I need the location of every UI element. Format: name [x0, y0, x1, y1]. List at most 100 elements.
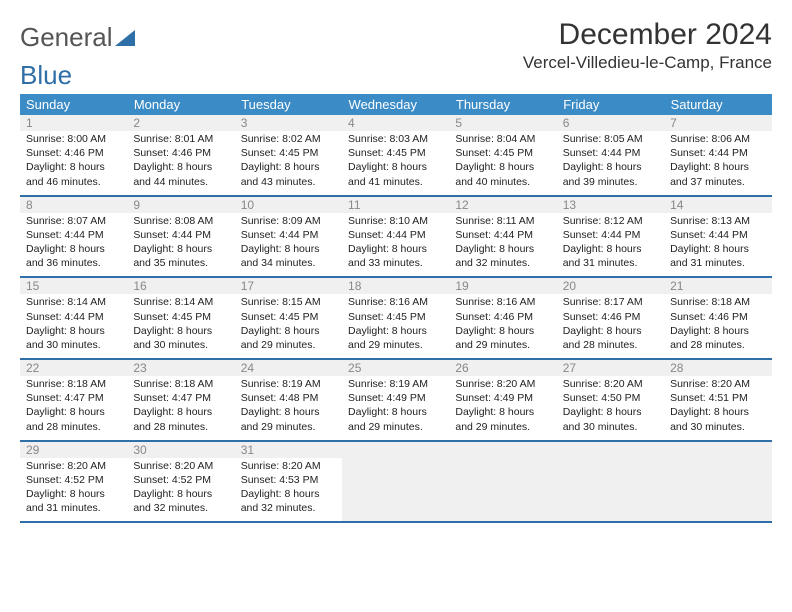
calendar-week-row: 8Sunrise: 8:07 AMSunset: 4:44 PMDaylight…	[20, 196, 772, 278]
weekday-header: Friday	[557, 94, 664, 115]
calendar-day-cell	[557, 441, 664, 523]
day-info: Sunrise: 8:11 AMSunset: 4:44 PMDaylight:…	[455, 214, 550, 271]
day-number: 4	[342, 115, 449, 131]
calendar-day-cell: 8Sunrise: 8:07 AMSunset: 4:44 PMDaylight…	[20, 196, 127, 278]
day-info: Sunrise: 8:20 AMSunset: 4:49 PMDaylight:…	[455, 377, 550, 434]
calendar-day-cell: 11Sunrise: 8:10 AMSunset: 4:44 PMDayligh…	[342, 196, 449, 278]
day-info: Sunrise: 8:06 AMSunset: 4:44 PMDaylight:…	[670, 132, 765, 189]
calendar-day-cell: 24Sunrise: 8:19 AMSunset: 4:48 PMDayligh…	[235, 359, 342, 441]
day-info: Sunrise: 8:15 AMSunset: 4:45 PMDaylight:…	[241, 295, 336, 352]
brand-logo: General Blue	[20, 18, 135, 88]
day-info: Sunrise: 8:00 AMSunset: 4:46 PMDaylight:…	[26, 132, 121, 189]
calendar-day-cell: 27Sunrise: 8:20 AMSunset: 4:50 PMDayligh…	[557, 359, 664, 441]
day-number: 29	[20, 442, 127, 458]
weekday-header: Monday	[127, 94, 234, 115]
brand-part1: General	[20, 22, 113, 52]
calendar-day-cell: 20Sunrise: 8:17 AMSunset: 4:46 PMDayligh…	[557, 277, 664, 359]
calendar-day-cell: 18Sunrise: 8:16 AMSunset: 4:45 PMDayligh…	[342, 277, 449, 359]
calendar-day-cell: 9Sunrise: 8:08 AMSunset: 4:44 PMDaylight…	[127, 196, 234, 278]
day-info: Sunrise: 8:01 AMSunset: 4:46 PMDaylight:…	[133, 132, 228, 189]
weekday-header: Sunday	[20, 94, 127, 115]
calendar-day-cell	[449, 441, 556, 523]
day-number: 12	[449, 197, 556, 213]
day-number: 23	[127, 360, 234, 376]
calendar-day-cell: 1Sunrise: 8:00 AMSunset: 4:46 PMDaylight…	[20, 115, 127, 196]
day-info: Sunrise: 8:18 AMSunset: 4:47 PMDaylight:…	[133, 377, 228, 434]
calendar-day-cell	[342, 441, 449, 523]
calendar-day-cell: 30Sunrise: 8:20 AMSunset: 4:52 PMDayligh…	[127, 441, 234, 523]
calendar-day-cell: 16Sunrise: 8:14 AMSunset: 4:45 PMDayligh…	[127, 277, 234, 359]
day-number: 30	[127, 442, 234, 458]
day-number: 20	[557, 278, 664, 294]
calendar-day-cell: 26Sunrise: 8:20 AMSunset: 4:49 PMDayligh…	[449, 359, 556, 441]
weekday-header-row: SundayMondayTuesdayWednesdayThursdayFrid…	[20, 94, 772, 115]
day-number: 8	[20, 197, 127, 213]
day-number: 21	[664, 278, 771, 294]
day-number: 15	[20, 278, 127, 294]
day-number: 31	[235, 442, 342, 458]
location: Vercel-Villedieu-le-Camp, France	[523, 53, 772, 73]
calendar-day-cell: 3Sunrise: 8:02 AMSunset: 4:45 PMDaylight…	[235, 115, 342, 196]
day-info: Sunrise: 8:10 AMSunset: 4:44 PMDaylight:…	[348, 214, 443, 271]
calendar-day-cell: 21Sunrise: 8:18 AMSunset: 4:46 PMDayligh…	[664, 277, 771, 359]
day-number: 26	[449, 360, 556, 376]
day-info: Sunrise: 8:19 AMSunset: 4:48 PMDaylight:…	[241, 377, 336, 434]
day-number: 16	[127, 278, 234, 294]
day-info: Sunrise: 8:20 AMSunset: 4:50 PMDaylight:…	[563, 377, 658, 434]
calendar-day-cell: 12Sunrise: 8:11 AMSunset: 4:44 PMDayligh…	[449, 196, 556, 278]
day-number: 9	[127, 197, 234, 213]
calendar-day-cell: 5Sunrise: 8:04 AMSunset: 4:45 PMDaylight…	[449, 115, 556, 196]
day-number: 17	[235, 278, 342, 294]
day-info: Sunrise: 8:16 AMSunset: 4:46 PMDaylight:…	[455, 295, 550, 352]
calendar-week-row: 1Sunrise: 8:00 AMSunset: 4:46 PMDaylight…	[20, 115, 772, 196]
day-info: Sunrise: 8:07 AMSunset: 4:44 PMDaylight:…	[26, 214, 121, 271]
day-number: 25	[342, 360, 449, 376]
day-number: 18	[342, 278, 449, 294]
calendar-day-cell: 23Sunrise: 8:18 AMSunset: 4:47 PMDayligh…	[127, 359, 234, 441]
calendar-day-cell: 4Sunrise: 8:03 AMSunset: 4:45 PMDaylight…	[342, 115, 449, 196]
day-info: Sunrise: 8:02 AMSunset: 4:45 PMDaylight:…	[241, 132, 336, 189]
calendar-day-cell: 10Sunrise: 8:09 AMSunset: 4:44 PMDayligh…	[235, 196, 342, 278]
day-info: Sunrise: 8:14 AMSunset: 4:45 PMDaylight:…	[133, 295, 228, 352]
day-number: 3	[235, 115, 342, 131]
day-number: 14	[664, 197, 771, 213]
calendar-day-cell: 25Sunrise: 8:19 AMSunset: 4:49 PMDayligh…	[342, 359, 449, 441]
day-info: Sunrise: 8:20 AMSunset: 4:52 PMDaylight:…	[26, 459, 121, 516]
calendar-day-cell: 17Sunrise: 8:15 AMSunset: 4:45 PMDayligh…	[235, 277, 342, 359]
day-info: Sunrise: 8:20 AMSunset: 4:51 PMDaylight:…	[670, 377, 765, 434]
calendar-week-row: 15Sunrise: 8:14 AMSunset: 4:44 PMDayligh…	[20, 277, 772, 359]
weekday-header: Saturday	[664, 94, 771, 115]
calendar-day-cell: 19Sunrise: 8:16 AMSunset: 4:46 PMDayligh…	[449, 277, 556, 359]
brand-part2: Blue	[20, 60, 72, 90]
calendar-day-cell: 14Sunrise: 8:13 AMSunset: 4:44 PMDayligh…	[664, 196, 771, 278]
calendar-day-cell	[664, 441, 771, 523]
calendar-day-cell: 13Sunrise: 8:12 AMSunset: 4:44 PMDayligh…	[557, 196, 664, 278]
day-number: 27	[557, 360, 664, 376]
day-info: Sunrise: 8:19 AMSunset: 4:49 PMDaylight:…	[348, 377, 443, 434]
day-number: 24	[235, 360, 342, 376]
day-number: 5	[449, 115, 556, 131]
day-info: Sunrise: 8:14 AMSunset: 4:44 PMDaylight:…	[26, 295, 121, 352]
triangle-icon	[115, 24, 135, 50]
calendar-week-row: 29Sunrise: 8:20 AMSunset: 4:52 PMDayligh…	[20, 441, 772, 523]
calendar-day-cell: 29Sunrise: 8:20 AMSunset: 4:52 PMDayligh…	[20, 441, 127, 523]
day-number: 10	[235, 197, 342, 213]
day-info: Sunrise: 8:05 AMSunset: 4:44 PMDaylight:…	[563, 132, 658, 189]
day-info: Sunrise: 8:20 AMSunset: 4:53 PMDaylight:…	[241, 459, 336, 516]
weekday-header: Thursday	[449, 94, 556, 115]
day-number: 1	[20, 115, 127, 131]
day-number: 19	[449, 278, 556, 294]
calendar-week-row: 22 Sunrise: 8:18 AMSunset: 4:47 PMDayligh…	[20, 359, 772, 441]
day-info: Sunrise: 8:17 AMSunset: 4:46 PMDaylight:…	[563, 295, 658, 352]
calendar-day-cell: 22Sunrise: 8:18 AMSunset: 4:47 PMDayligh…	[20, 359, 127, 441]
calendar-day-cell: 28Sunrise: 8:20 AMSunset: 4:51 PMDayligh…	[664, 359, 771, 441]
day-info: Sunrise: 8:08 AMSunset: 4:44 PMDaylight:…	[133, 214, 228, 271]
day-number: 11	[342, 197, 449, 213]
day-info: Sunrise: 8:20 AMSunset: 4:52 PMDaylight:…	[133, 459, 228, 516]
day-info: Sunrise: 8:13 AMSunset: 4:44 PMDaylight:…	[670, 214, 765, 271]
header: General Blue December 2024 Vercel-Villed…	[20, 18, 772, 88]
weekday-header: Wednesday	[342, 94, 449, 115]
day-info: Sunrise: 8:18 AMSunset: 4:46 PMDaylight:…	[670, 295, 765, 352]
day-number: 22	[20, 360, 127, 376]
day-info: Sunrise: 8:04 AMSunset: 4:45 PMDaylight:…	[455, 132, 550, 189]
